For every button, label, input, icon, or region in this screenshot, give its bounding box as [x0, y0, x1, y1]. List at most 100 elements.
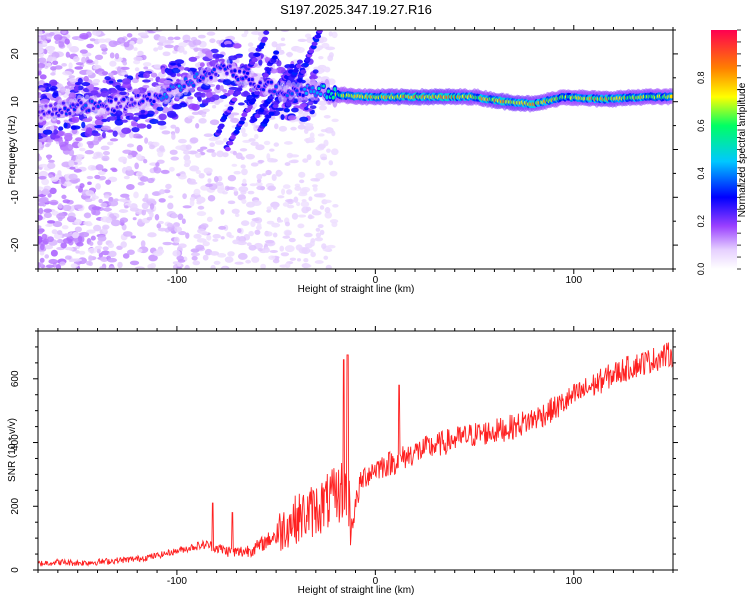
spectrogram-noise-blob — [177, 259, 186, 263]
ridge-core — [230, 69, 234, 73]
spectrogram-noise-blob — [164, 44, 174, 49]
spectrogram-noise-blob — [281, 188, 286, 196]
spectrogram-noise-blob — [38, 202, 45, 207]
spectrogram-noise-blob — [135, 153, 142, 161]
spectrogram-noise-blob — [38, 189, 42, 195]
spectrogram-noise-blob — [162, 241, 173, 246]
spectrogram-noise-blob — [119, 217, 129, 223]
ridge-core — [303, 87, 307, 91]
spectrogram-streak — [254, 90, 261, 96]
spectrogram-noise-blob — [69, 166, 76, 170]
spectrogram-streak — [236, 87, 243, 92]
spectrogram-noise-blob — [45, 264, 55, 268]
spectrogram-noise-blob — [88, 142, 94, 149]
spectrogram-noise-blob — [268, 255, 276, 260]
spectrogram-noise-blob — [248, 46, 258, 54]
spectrogram-noise-blob — [328, 31, 333, 37]
ridge-core — [326, 89, 331, 94]
spectrogram-noise-blob — [63, 119, 69, 123]
spectrogram-noise-blob — [271, 174, 277, 182]
spectrogram-noise-blob — [248, 138, 256, 142]
spectrogram-noise-blob — [116, 37, 126, 44]
spectrogram-noise-blob — [305, 123, 314, 127]
spectrogram-noise-blob — [52, 135, 61, 139]
spectrogram-noise-blob — [254, 134, 259, 140]
spectrogram-noise-blob — [257, 247, 263, 252]
spectrogram-noise-blob — [157, 227, 167, 232]
x-tick-label: -100 — [167, 275, 187, 286]
ridge-core — [39, 116, 43, 120]
spectrogram-noise-blob — [46, 62, 52, 68]
spectrogram-noise-blob — [251, 199, 262, 206]
spectrogram-noise-blob — [257, 159, 265, 163]
spectrogram-streak — [295, 63, 302, 69]
spectrogram-noise-blob — [314, 237, 324, 242]
ridge-core — [311, 86, 315, 90]
spectrogram-noise-blob — [89, 241, 94, 246]
spectrogram-noise-blob — [282, 235, 291, 239]
spectrogram-streak — [268, 111, 275, 116]
spectrogram-noise-blob — [288, 237, 296, 243]
spectrogram-streak — [316, 30, 323, 34]
spectrogram-noise-blob — [178, 231, 187, 236]
spectrogram-noise-blob — [46, 154, 52, 161]
ridge-core — [60, 110, 64, 115]
spectrogram-noise-blob — [73, 86, 79, 92]
spectrogram-noise-blob — [61, 194, 67, 200]
spectrogram-noise-blob — [202, 241, 210, 247]
ridge-core — [195, 72, 199, 76]
ridge-core — [90, 99, 94, 104]
spectrogram-noise-blob — [269, 68, 278, 74]
snr-series-line — [38, 342, 673, 567]
spectrogram-noise-blob — [97, 235, 107, 242]
spectrogram-noise-blob — [227, 174, 237, 182]
spectrogram-noise-blob — [222, 88, 228, 93]
spectrogram-streak — [227, 140, 234, 146]
ridge-core — [87, 108, 91, 113]
ridge-core — [91, 106, 96, 111]
spectrogram-streak — [283, 108, 290, 113]
spectrogram-noise-blob — [52, 60, 59, 66]
spectrogram-noise-blob — [300, 201, 310, 208]
spectrogram-noise-blob — [73, 168, 82, 173]
spectrogram-streak — [315, 34, 322, 39]
colorbar-tick-label: 0.6 — [696, 119, 706, 132]
spectrogram-noise-blob — [280, 37, 286, 42]
spectrogram-noise-blob — [144, 137, 149, 144]
spectrogram-noise-blob — [45, 45, 56, 52]
snr-y-ticks: 0 200 400 600 — [10, 330, 678, 573]
spectrogram-noise-blob — [99, 44, 107, 49]
spectrogram-noise-blob — [284, 262, 291, 269]
spectrogram-noise-blob — [109, 52, 115, 59]
spectrogram-noise-blob — [310, 251, 316, 258]
spectrogram-noise-blob — [232, 43, 242, 49]
spectrogram-noise-blob — [232, 239, 240, 245]
spectrogram-noise-blob — [193, 233, 202, 239]
spectrogram-noise-blob — [57, 203, 63, 209]
spectrogram-noise-blob — [55, 263, 62, 269]
spectrogram-noise-blob — [38, 45, 43, 52]
spectrogram-noise-blob — [132, 217, 137, 221]
y-tick-label: -10 — [10, 190, 21, 205]
spectrogram-noise-blob — [193, 47, 203, 51]
spectrogram-streak — [251, 57, 258, 63]
ridge-core — [304, 91, 308, 95]
spectrogram-noise-blob — [266, 206, 273, 210]
ridge-core — [317, 86, 321, 91]
ridge-core — [57, 113, 61, 118]
spectrogram-noise-blob — [271, 222, 281, 228]
spectrogram-noise-blob — [68, 247, 74, 251]
spectrogram-noise-blob — [306, 154, 312, 161]
spectrogram-noise-blob — [68, 75, 76, 79]
spectrogram-noise-blob — [68, 92, 77, 100]
spectrogram-noise-blob — [205, 53, 213, 58]
spectrogram-noise-blob — [122, 253, 130, 259]
spectrogram-noise-blob — [161, 67, 166, 75]
spectrogram-noise-blob — [120, 241, 127, 248]
spectrogram-noise-blob — [192, 260, 201, 266]
spectrogram-noise-blob — [200, 92, 206, 98]
ridge-core — [315, 91, 319, 95]
spectrogram-noise-blob — [248, 244, 257, 251]
spectrogram-noise-blob — [257, 222, 262, 229]
spectrogram-noise-blob — [215, 84, 221, 90]
